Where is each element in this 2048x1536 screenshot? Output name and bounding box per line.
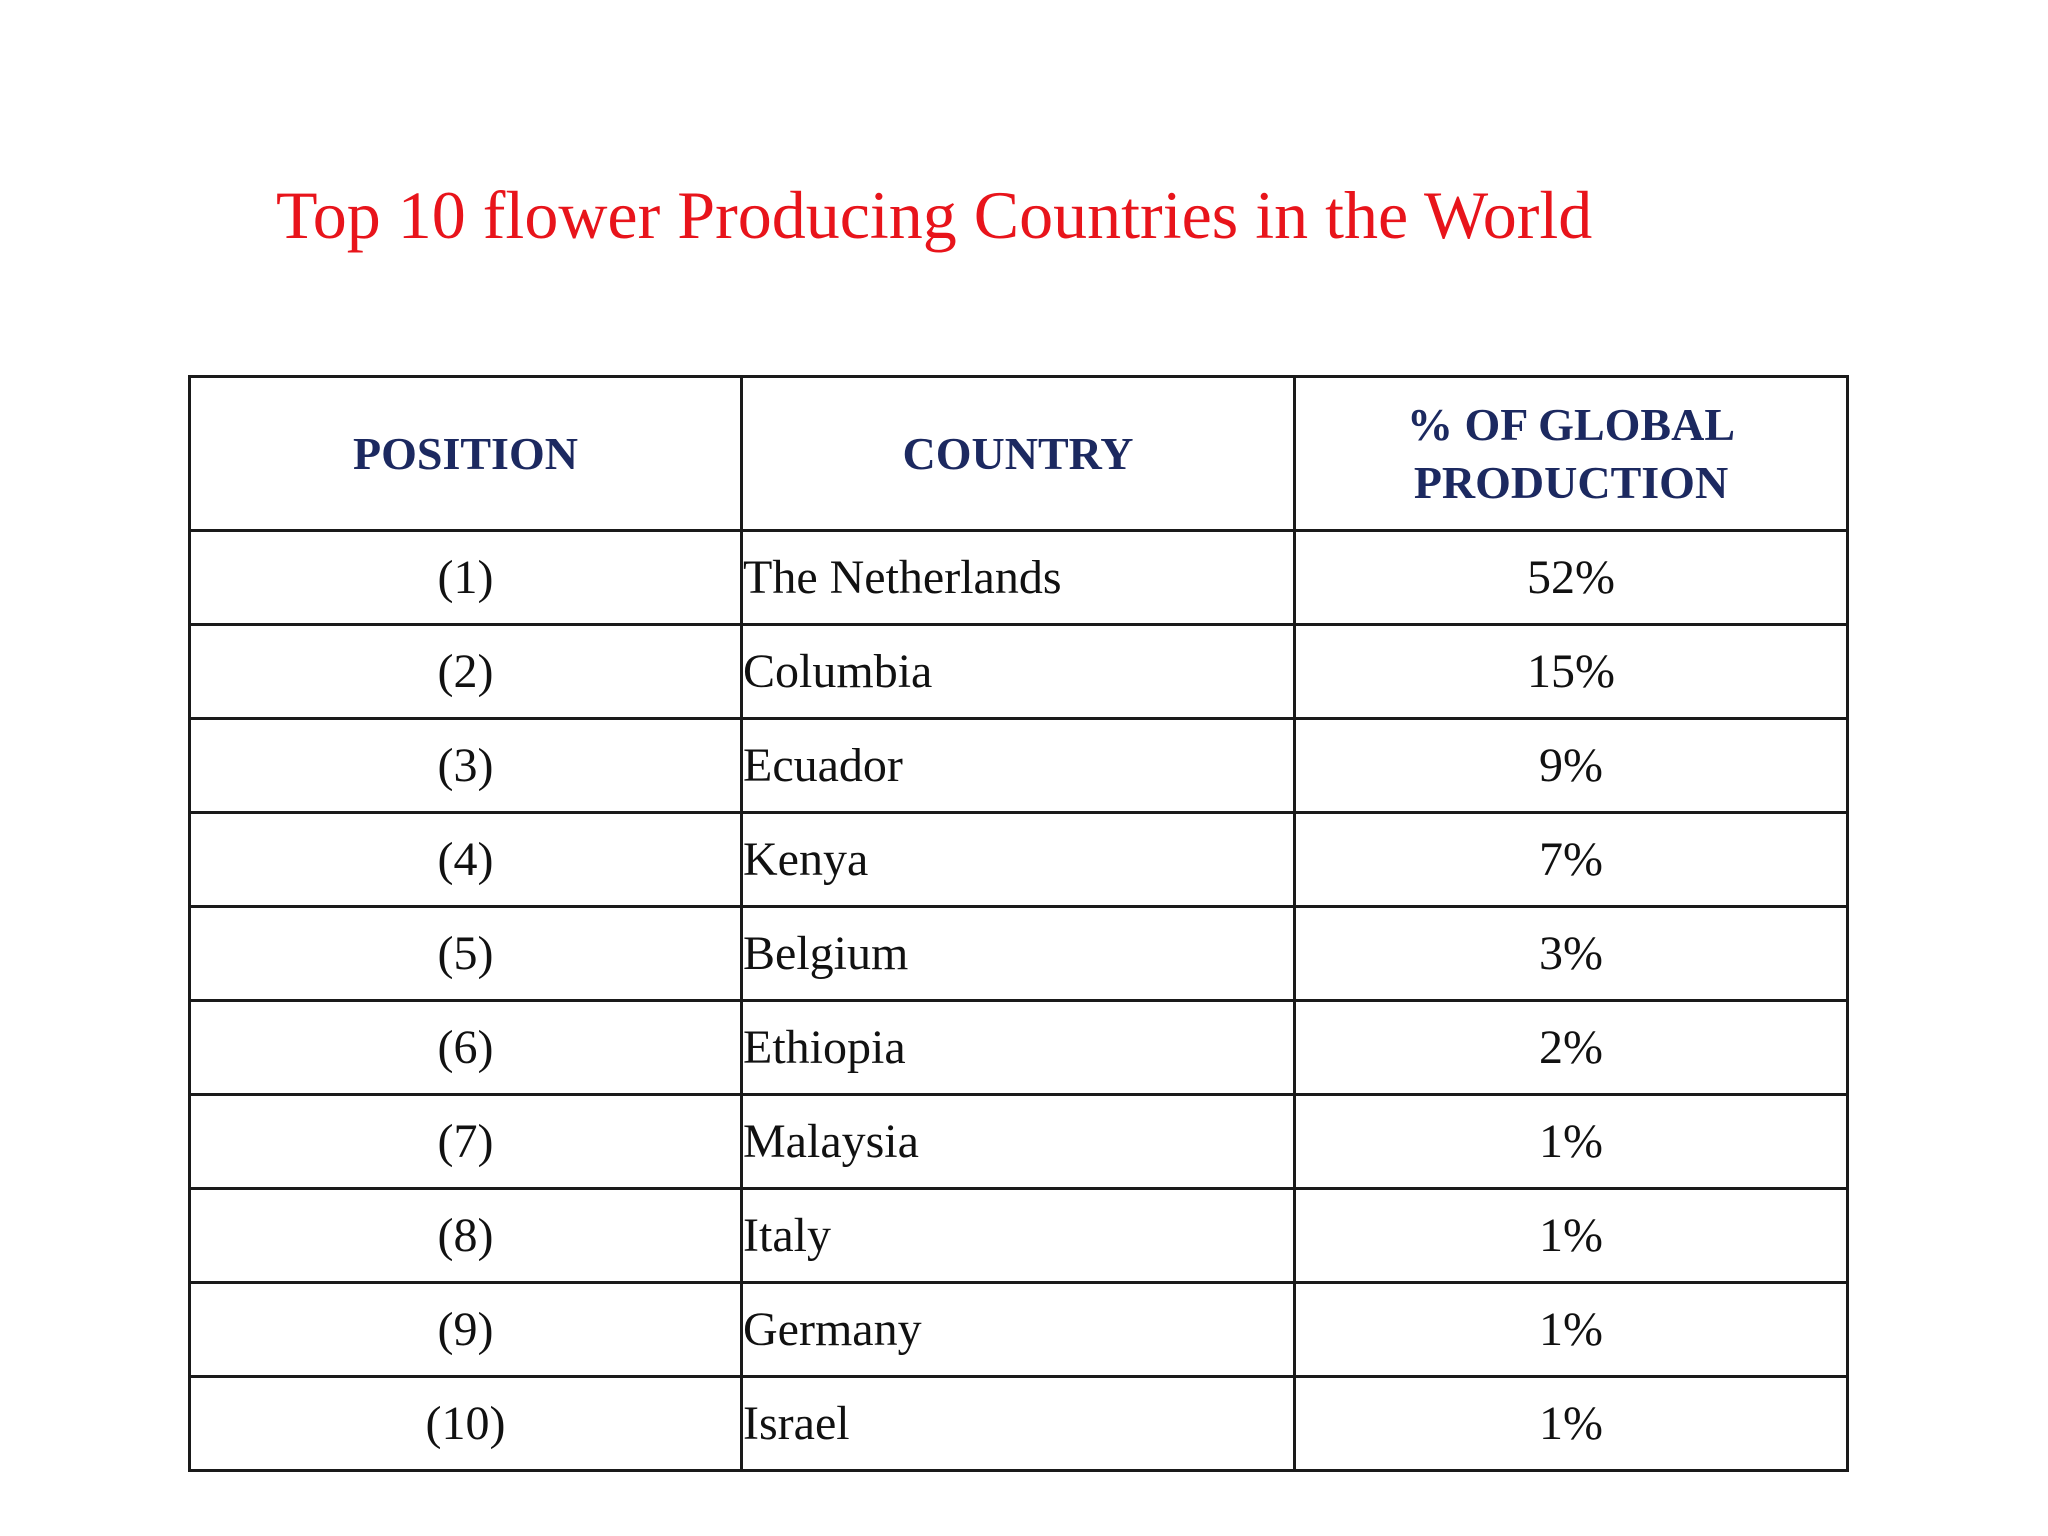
country-cell: Belgium [740, 905, 1296, 1002]
country-cell: The Netherlands [740, 529, 1296, 626]
table-row: (4) Kenya 7% [188, 811, 1849, 908]
position-cell: (10) [188, 1375, 743, 1472]
header-position-label: POSITION [353, 427, 578, 479]
country-cell: Italy [740, 1187, 1296, 1284]
country-cell: Ecuador [740, 717, 1296, 814]
country-cell: Israel [740, 1375, 1296, 1472]
table-row: (6) Ethiopia 2% [188, 999, 1849, 1096]
header-position: POSITION [188, 375, 743, 532]
share-cell: 2% [1293, 999, 1849, 1096]
country-cell: Germany [740, 1281, 1296, 1378]
table-row: (1) The Netherlands 52% [188, 529, 1849, 626]
share-cell: 7% [1293, 811, 1849, 908]
share-cell: 15% [1293, 623, 1849, 720]
position-cell: (2) [188, 623, 743, 720]
header-share-label-line2: PRODUCTION [1413, 456, 1729, 508]
position-cell: (6) [188, 999, 743, 1096]
table-header-row: POSITION COUNTRY % OF GLOBAL PRODUCTION [188, 375, 1849, 532]
country-cell: Ethiopia [740, 999, 1296, 1096]
table-body: (1) The Netherlands 52% (2) Columbia 15% (3) Ec… [188, 529, 1849, 1472]
header-share-label-line1: % OF GLOBAL [1407, 398, 1735, 450]
position-cell: (9) [188, 1281, 743, 1378]
slide-title: Top 10 flower Producing Countries in the… [276, 177, 1593, 253]
table-row: (8) Italy 1% [188, 1187, 1849, 1284]
share-cell: 1% [1293, 1187, 1849, 1284]
table-row: (2) Columbia 15% [188, 623, 1849, 720]
country-cell: Kenya [740, 811, 1296, 908]
share-cell: 3% [1293, 905, 1849, 1002]
country-cell: Malaysia [740, 1093, 1296, 1190]
country-cell: Columbia [740, 623, 1296, 720]
flower-production-table: POSITION COUNTRY % OF GLOBAL PRODUCTION … [188, 375, 1849, 1472]
table-row: (5) Belgium 3% [188, 905, 1849, 1002]
share-cell: 9% [1293, 717, 1849, 814]
table-row: (9) Germany 1% [188, 1281, 1849, 1378]
header-country-label: COUNTRY [902, 427, 1134, 479]
share-cell: 1% [1293, 1375, 1849, 1472]
table-row: (3) Ecuador 9% [188, 717, 1849, 814]
header-share: % OF GLOBAL PRODUCTION [1293, 375, 1849, 532]
table-row: (10) Israel 1% [188, 1375, 1849, 1472]
position-cell: (4) [188, 811, 743, 908]
position-cell: (7) [188, 1093, 743, 1190]
position-cell: (1) [188, 529, 743, 626]
position-cell: (3) [188, 717, 743, 814]
table-row: (7) Malaysia 1% [188, 1093, 1849, 1190]
share-cell: 1% [1293, 1093, 1849, 1190]
position-cell: (5) [188, 905, 743, 1002]
share-cell: 52% [1293, 529, 1849, 626]
position-cell: (8) [188, 1187, 743, 1284]
header-country: COUNTRY [740, 375, 1296, 532]
share-cell: 1% [1293, 1281, 1849, 1378]
